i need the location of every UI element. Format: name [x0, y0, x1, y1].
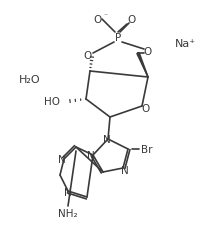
Text: N: N [103, 134, 111, 144]
Text: O: O [84, 51, 92, 61]
Polygon shape [137, 53, 148, 78]
Text: N: N [64, 187, 72, 197]
Text: O: O [144, 47, 152, 57]
Text: N: N [121, 165, 129, 175]
Text: H₂O: H₂O [19, 75, 41, 85]
Text: ⁻: ⁻ [103, 11, 107, 20]
Text: O: O [94, 15, 102, 25]
Text: Br: Br [141, 144, 153, 154]
Text: Na⁺: Na⁺ [174, 39, 196, 49]
Text: N: N [58, 154, 66, 164]
Text: O: O [142, 104, 150, 114]
Text: HO: HO [44, 97, 60, 106]
Text: NH₂: NH₂ [58, 208, 78, 218]
Text: O: O [128, 15, 136, 25]
Text: N: N [87, 150, 95, 160]
Text: P: P [115, 33, 121, 43]
